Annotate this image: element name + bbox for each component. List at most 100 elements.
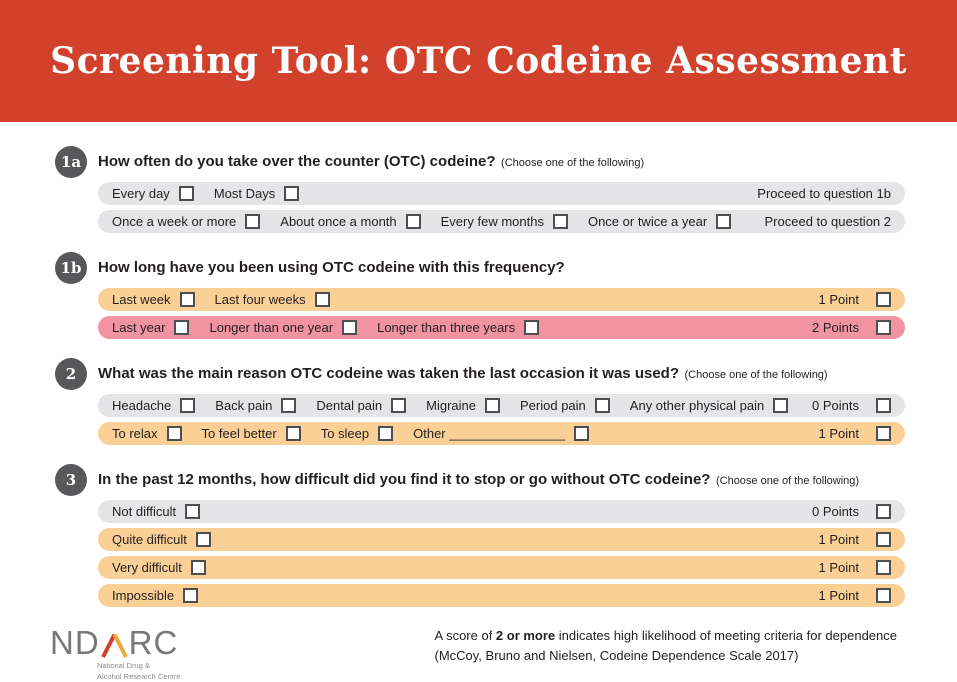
row-result: Proceed to question 1b bbox=[757, 186, 891, 201]
answer-row: Not difficult 0 Points bbox=[98, 500, 905, 523]
score-checkbox[interactable] bbox=[876, 560, 891, 575]
option-checkbox[interactable] bbox=[594, 398, 610, 413]
score-checkbox[interactable] bbox=[876, 588, 891, 603]
option: Headache bbox=[112, 398, 196, 413]
option: Back pain bbox=[215, 398, 297, 413]
score-checkbox[interactable] bbox=[876, 504, 891, 519]
option-checkbox[interactable] bbox=[245, 214, 261, 229]
question-2: 2 What was the main reason OTC codeine wa… bbox=[55, 358, 905, 445]
score-note-citation: (McCoy, Bruno and Nielsen, Codeine Depen… bbox=[434, 647, 799, 663]
option-label: Once a week or more bbox=[112, 214, 237, 229]
row-result: 2 Points bbox=[812, 320, 891, 335]
option-label: Every day bbox=[112, 186, 170, 201]
option-label: Back pain bbox=[215, 398, 273, 413]
option-checkbox[interactable] bbox=[378, 426, 394, 441]
points-label: 0 Points bbox=[812, 398, 859, 413]
option-checkbox[interactable] bbox=[179, 292, 195, 307]
question-2-text: What was the main reason OTC codeine was… bbox=[98, 365, 828, 382]
points-label: 1 Point bbox=[818, 588, 859, 603]
option-label: To relax bbox=[112, 426, 158, 441]
row-result: 1 Point bbox=[819, 588, 891, 603]
option-checkbox[interactable] bbox=[174, 320, 190, 335]
option: To sleep bbox=[320, 426, 394, 441]
option-checkbox[interactable] bbox=[773, 398, 789, 413]
option-label: Last week bbox=[112, 292, 171, 307]
points-label: 1 Point bbox=[818, 560, 859, 575]
question-3: 3 In the past 12 months, how difficult di… bbox=[55, 464, 905, 607]
option: Not difficult bbox=[112, 504, 201, 519]
options: Headache Back pain Dental pain Migraine Peri… bbox=[112, 398, 789, 413]
score-checkbox[interactable] bbox=[876, 292, 891, 307]
option-checkbox[interactable] bbox=[195, 532, 211, 547]
option: Very difficult bbox=[112, 560, 206, 575]
option-label: Very difficult bbox=[112, 560, 182, 575]
option-checkbox[interactable] bbox=[716, 214, 732, 229]
score-checkbox[interactable] bbox=[876, 398, 891, 413]
score-checkbox[interactable] bbox=[876, 532, 891, 547]
option-checkbox[interactable] bbox=[405, 214, 421, 229]
option-label: Not difficult bbox=[112, 504, 177, 519]
option-label: Migraine bbox=[426, 398, 477, 413]
question-3-badge: 3 bbox=[55, 464, 87, 496]
option-checkbox[interactable] bbox=[391, 398, 407, 413]
option-label: Most Days bbox=[213, 186, 276, 201]
option-label: Once or twice a year bbox=[587, 214, 708, 229]
option-checkbox[interactable] bbox=[281, 398, 297, 413]
question-1a-note: (Choose one of the following) bbox=[495, 157, 645, 169]
option-label: Dental pain bbox=[316, 398, 383, 413]
option-checkbox[interactable] bbox=[185, 504, 201, 519]
option-checkbox[interactable] bbox=[284, 186, 300, 201]
question-1a-badge: 1a bbox=[55, 146, 87, 178]
option-label: Longer than one year bbox=[209, 320, 334, 335]
option-checkbox[interactable] bbox=[524, 320, 540, 335]
option-checkbox[interactable] bbox=[166, 426, 182, 441]
option-label: Last four weeks bbox=[214, 292, 306, 307]
question-2-answer-rows: Headache Back pain Dental pain Migraine Peri… bbox=[98, 394, 905, 445]
option-checkbox[interactable] bbox=[573, 426, 589, 441]
score-checkbox[interactable] bbox=[876, 426, 891, 441]
option: Longer than one year bbox=[209, 320, 358, 335]
option-checkbox[interactable] bbox=[552, 214, 568, 229]
option-checkbox[interactable] bbox=[314, 292, 330, 307]
option: Migraine bbox=[426, 398, 501, 413]
options: Not difficult bbox=[112, 504, 201, 519]
option: About once a month bbox=[280, 214, 421, 229]
ndarc-logo-subtitle: National Drug & Alcohol Research Centre bbox=[97, 661, 181, 681]
option-label: Impossible bbox=[112, 588, 175, 603]
option: Once a week or more bbox=[112, 214, 261, 229]
option: Any other physical pain bbox=[629, 398, 789, 413]
option-checkbox[interactable] bbox=[285, 426, 301, 441]
header-banner: Screening Tool: OTC Codeine Assessment bbox=[0, 0, 957, 122]
option-label: Any other physical pain bbox=[629, 398, 765, 413]
answer-row: Last year Longer than one year Longer than… bbox=[98, 316, 905, 339]
question-3-header: 3 In the past 12 months, how difficult di… bbox=[55, 464, 905, 496]
question-1a: 1a How often do you take over the counter… bbox=[55, 146, 905, 233]
ndarc-logo-word: ND RC bbox=[50, 626, 180, 659]
option-checkbox[interactable] bbox=[178, 186, 194, 201]
row-result: 0 Points bbox=[812, 504, 891, 519]
score-note-post: indicates high likelihood of meeting cri… bbox=[555, 628, 897, 643]
option-checkbox[interactable] bbox=[190, 560, 206, 575]
proceed-label: Proceed to question 1b bbox=[757, 186, 891, 201]
option-checkbox[interactable] bbox=[180, 398, 196, 413]
option-checkbox[interactable] bbox=[342, 320, 358, 335]
option-checkbox[interactable] bbox=[183, 588, 199, 603]
row-result: 1 Point bbox=[819, 532, 891, 547]
option: Every day bbox=[112, 186, 194, 201]
question-1b-text: How long have you been using OTC codeine… bbox=[98, 259, 565, 276]
option-checkbox[interactable] bbox=[485, 398, 501, 413]
options: To relax To feel better To sleep Other ____… bbox=[112, 426, 589, 441]
options: Last year Longer than one year Longer than… bbox=[112, 320, 540, 335]
option-label: To sleep bbox=[320, 426, 370, 441]
options: Every day Most Days bbox=[112, 186, 300, 201]
answer-row: Quite difficult 1 Point bbox=[98, 528, 905, 551]
option-label: Quite difficult bbox=[112, 532, 187, 547]
question-1a-answer-rows: Every day Most Days Proceed to question 1b… bbox=[98, 182, 905, 233]
score-checkbox[interactable] bbox=[876, 320, 891, 335]
option-label: Last year bbox=[112, 320, 166, 335]
answer-row: To relax To feel better To sleep Other ____… bbox=[98, 422, 905, 445]
options: Last week Last four weeks bbox=[112, 292, 330, 307]
row-result: 1 Point bbox=[819, 560, 891, 575]
option: Other ________________ bbox=[413, 426, 589, 441]
option: Last year bbox=[112, 320, 190, 335]
